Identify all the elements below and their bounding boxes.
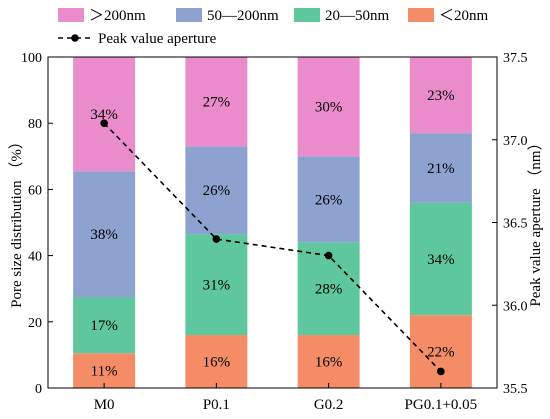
y-tick-label: 20: [28, 316, 42, 331]
bar-segment: [185, 335, 248, 388]
bar-segment: [297, 57, 360, 157]
bar-segment: [409, 57, 472, 134]
bar-segment: [73, 353, 136, 388]
legend: ＞200nm 50—200nm 20—50nm ＜20nm Peak value ape…: [58, 8, 489, 47]
segment-value-label: 22%: [427, 345, 455, 361]
x-tick-label: M0: [94, 397, 115, 413]
legend-label: 20—50nm: [325, 8, 390, 24]
bar-segment: [185, 146, 248, 235]
bar-segment: [409, 202, 472, 316]
y-tick-label: 100: [21, 51, 42, 66]
peak-point: [212, 235, 221, 243]
y-right-tick-label: 36.0: [503, 299, 528, 314]
peak-point: [100, 119, 108, 127]
legend-label: ＞200nm: [89, 8, 146, 24]
y-right-tick-label: 37.5: [503, 51, 528, 66]
bar-segment: [73, 296, 136, 354]
peak-point: [437, 367, 445, 376]
segment-value-label: 26%: [315, 192, 343, 208]
legend-swatch: [58, 8, 84, 22]
x-axis: M0 P0.1 G0.2 PG0.1+0.05: [94, 383, 477, 413]
bar-segment: [409, 133, 472, 203]
segment-value-label: 23%: [427, 88, 455, 104]
segment-value-label: 38%: [90, 227, 118, 243]
bar-segment: [73, 171, 136, 297]
y-tick-label: 40: [28, 250, 42, 265]
legend-swatch: [176, 8, 202, 22]
bar-segment: [73, 57, 136, 172]
y-axis-right: 35.5 36.0 36.5 37.0 37.5: [492, 51, 528, 397]
bar-segment: [297, 335, 360, 388]
bars: [73, 57, 472, 388]
legend-line-marker: [71, 34, 79, 42]
segment-value-label: 31%: [203, 278, 231, 294]
y-axis-label-left: Pore size distribution （%）: [8, 134, 25, 308]
legend-label: 50—200nm: [207, 8, 279, 24]
x-tick-label: G0.2: [314, 397, 344, 413]
segment-value-label: 11%: [91, 364, 118, 380]
y-axis-label-right: Peak value aperture （nm）: [527, 135, 544, 306]
y-tick-label: 0: [35, 382, 42, 397]
y-tick-label: 80: [28, 117, 42, 132]
segment-value-label: 21%: [427, 161, 455, 177]
segment-value-label: 17%: [90, 318, 118, 334]
segment-value-label: 16%: [203, 355, 231, 371]
legend-label: Peak value aperture: [98, 31, 217, 47]
legend-swatch: [408, 8, 434, 22]
y-axis-left: 0 20 40 60 80 100: [21, 51, 53, 397]
bar-segment: [185, 57, 248, 147]
bar-segment: [185, 234, 248, 336]
peak-line: [100, 119, 445, 376]
y-right-tick-label: 36.5: [503, 217, 528, 232]
legend-label: ＜20nm: [439, 8, 489, 24]
segment-value-label: 16%: [315, 355, 343, 371]
y-right-tick-label: 37.0: [503, 134, 528, 149]
bar-segment: [297, 156, 360, 243]
segment-value-label: 28%: [315, 282, 343, 298]
peak-line-path: [103, 122, 442, 373]
segment-value-label: 34%: [90, 107, 118, 123]
segment-value-label: 27%: [203, 95, 231, 111]
peak-point: [324, 251, 333, 260]
segment-value-label: 26%: [203, 183, 231, 199]
segment-labels: 11% 17% 38% 34% 16% 31% 26% 27% 16% 28% 26% 30% 22% 3…: [90, 88, 454, 380]
y-right-tick-label: 35.5: [503, 382, 528, 397]
x-tick-label: P0.1: [203, 397, 230, 413]
y-tick-label: 60: [28, 183, 42, 198]
bar-segment: [409, 315, 472, 388]
segment-value-label: 34%: [427, 252, 455, 268]
x-tick-label: PG0.1+0.05: [405, 397, 478, 413]
legend-swatch: [294, 8, 320, 22]
segment-value-label: 30%: [315, 100, 343, 116]
